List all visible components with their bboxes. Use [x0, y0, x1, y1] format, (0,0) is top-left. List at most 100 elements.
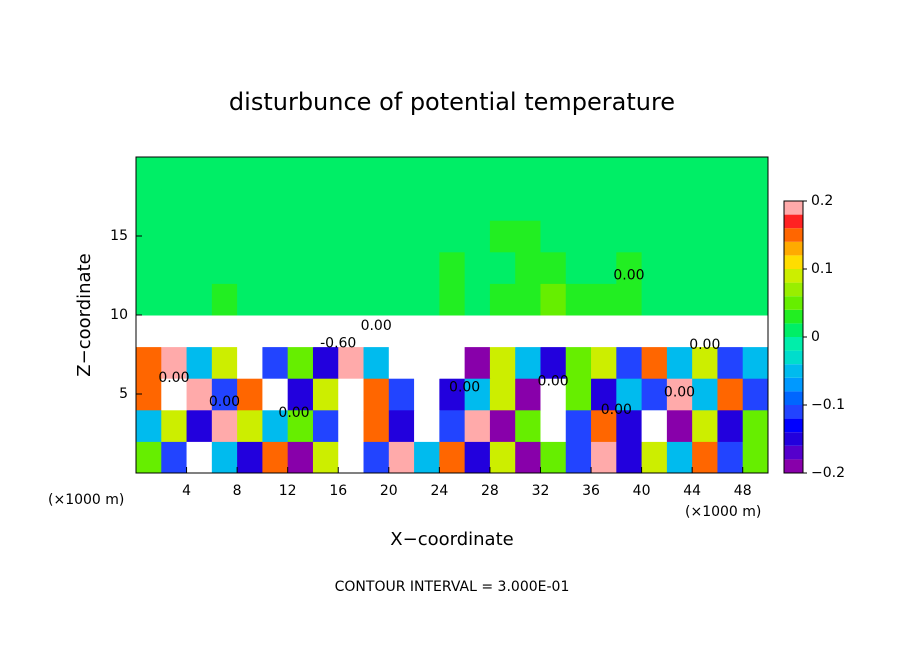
x-tick-label: 8 — [233, 483, 242, 499]
cell — [136, 283, 162, 316]
cell — [464, 188, 491, 221]
cell — [591, 346, 617, 379]
cell — [565, 378, 592, 411]
cell — [186, 346, 213, 379]
x-tick-label: 32 — [532, 483, 550, 499]
cell — [692, 315, 718, 348]
cell — [717, 220, 744, 253]
cell — [161, 157, 188, 190]
heatmap — [136, 157, 769, 474]
cell — [515, 220, 541, 253]
cell — [742, 188, 769, 221]
cell — [161, 346, 188, 379]
cell — [489, 346, 516, 379]
cell — [136, 315, 162, 348]
cell — [237, 315, 263, 348]
cell — [742, 409, 769, 442]
colorbar-swatch — [784, 459, 803, 473]
cell — [591, 378, 617, 411]
x-tick-label: 20 — [380, 483, 398, 499]
cell — [414, 283, 440, 316]
cell — [262, 441, 289, 474]
colorbar-swatch — [784, 418, 803, 433]
cell — [439, 251, 466, 284]
cell — [591, 188, 617, 221]
cell — [641, 441, 668, 474]
cell — [136, 409, 162, 442]
x-tick-label: 24 — [430, 483, 448, 499]
cell — [692, 409, 718, 442]
x-axis-label: X−coordinate — [390, 529, 513, 550]
colorbar-swatch — [784, 337, 803, 351]
cell — [515, 157, 541, 190]
cell — [312, 157, 339, 190]
cell — [287, 315, 314, 348]
cell — [565, 283, 592, 316]
cell — [489, 283, 516, 316]
contour-label: 0.00 — [664, 384, 695, 400]
cell — [616, 251, 643, 284]
cell — [312, 251, 339, 284]
cell — [161, 283, 188, 316]
x-tick-label: 48 — [734, 483, 752, 499]
x-tick-label: 28 — [481, 483, 499, 499]
cell — [262, 157, 289, 190]
cell — [591, 283, 617, 316]
colorbar-swatch — [784, 432, 803, 446]
cell — [262, 315, 289, 348]
cell — [439, 378, 466, 411]
colorbar-swatch — [784, 201, 803, 215]
contour-label: 0.00 — [209, 394, 240, 410]
cell — [363, 188, 390, 221]
cell — [666, 157, 693, 190]
cell — [414, 378, 440, 411]
cell — [616, 409, 643, 442]
cell — [161, 441, 188, 474]
cell — [186, 378, 213, 411]
cell — [287, 441, 314, 474]
cell — [742, 346, 769, 379]
cell — [692, 283, 718, 316]
cell — [591, 441, 617, 474]
cell — [641, 346, 668, 379]
cell — [489, 188, 516, 221]
cell — [717, 188, 744, 221]
colorbar-swatch — [784, 296, 803, 310]
cell — [591, 409, 617, 442]
cell — [363, 251, 390, 284]
cell — [717, 409, 744, 442]
cell — [363, 409, 390, 442]
cell — [641, 188, 668, 221]
cell — [338, 409, 365, 442]
cell — [211, 251, 238, 284]
cell — [262, 378, 289, 411]
chart-title: disturbunce of potential temperature — [229, 88, 675, 116]
cell — [439, 220, 466, 253]
cell — [616, 283, 643, 316]
cell — [161, 315, 188, 348]
cell — [211, 157, 238, 190]
cell — [414, 157, 440, 190]
colorbar-tick-label: 0.1 — [811, 261, 833, 277]
cell — [136, 346, 162, 379]
cell — [414, 251, 440, 284]
x-tick-label: 4 — [182, 483, 191, 499]
cell — [692, 220, 718, 253]
cell — [616, 188, 643, 221]
cell — [515, 441, 541, 474]
cell — [186, 409, 213, 442]
cell — [565, 441, 592, 474]
cell — [312, 409, 339, 442]
cell — [641, 157, 668, 190]
cell — [439, 346, 466, 379]
colorbar-swatch — [784, 323, 803, 337]
cell — [312, 346, 339, 379]
contour-label: 0.00 — [449, 380, 480, 396]
cell — [540, 441, 567, 474]
cell — [641, 409, 668, 442]
cell — [666, 188, 693, 221]
cell — [388, 188, 415, 221]
cell — [363, 220, 390, 253]
cell — [312, 283, 339, 316]
cell — [161, 188, 188, 221]
